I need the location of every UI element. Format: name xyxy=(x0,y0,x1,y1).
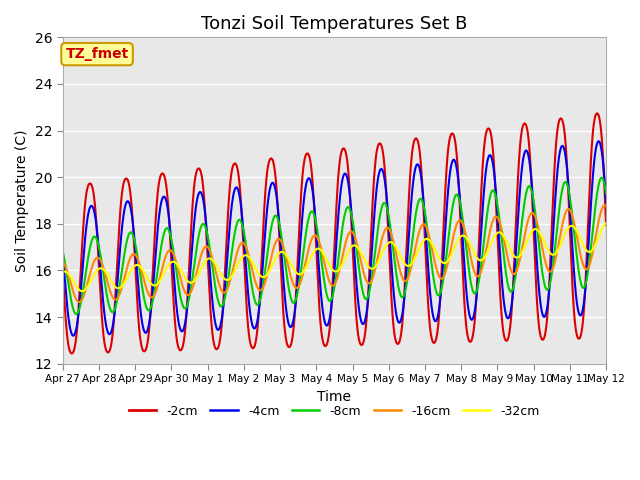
-32cm xyxy=(78,288,86,294)
-8cm xyxy=(602,191,610,196)
Y-axis label: Soil Temperature (C): Soil Temperature (C) xyxy=(15,129,29,272)
-2cm xyxy=(59,267,67,273)
Line: -32cm: -32cm xyxy=(63,223,606,291)
-2cm xyxy=(493,207,500,213)
-4cm xyxy=(70,333,77,338)
-2cm xyxy=(602,222,610,228)
-4cm xyxy=(602,199,610,205)
-8cm xyxy=(59,248,67,254)
-16cm xyxy=(59,259,67,265)
-2cm xyxy=(68,350,76,356)
-4cm xyxy=(211,316,218,322)
-4cm xyxy=(554,160,562,166)
-16cm xyxy=(76,299,83,305)
-8cm xyxy=(598,175,605,180)
-16cm xyxy=(493,214,500,219)
-2cm xyxy=(350,277,358,283)
-2cm xyxy=(211,343,218,348)
-2cm xyxy=(362,323,370,329)
-4cm xyxy=(493,195,500,201)
-8cm xyxy=(72,311,80,317)
-4cm xyxy=(595,138,602,144)
-8cm xyxy=(350,228,358,234)
-8cm xyxy=(493,196,500,202)
-4cm xyxy=(570,260,577,265)
-16cm xyxy=(362,277,370,283)
-16cm xyxy=(601,203,609,208)
-2cm xyxy=(593,110,601,116)
-32cm xyxy=(350,242,358,248)
-4cm xyxy=(59,252,67,257)
X-axis label: Time: Time xyxy=(317,390,351,404)
-16cm xyxy=(570,216,577,222)
Legend: -2cm, -4cm, -8cm, -16cm, -32cm: -2cm, -4cm, -8cm, -16cm, -32cm xyxy=(124,400,545,423)
-16cm xyxy=(211,264,218,269)
Line: -8cm: -8cm xyxy=(63,178,606,314)
-16cm xyxy=(350,232,358,238)
-32cm xyxy=(59,269,67,275)
-2cm xyxy=(554,122,562,128)
Line: -4cm: -4cm xyxy=(63,141,606,336)
-8cm xyxy=(570,222,577,228)
Line: -2cm: -2cm xyxy=(63,113,606,353)
-8cm xyxy=(554,215,562,221)
Line: -16cm: -16cm xyxy=(63,205,606,302)
-32cm xyxy=(602,220,610,226)
-16cm xyxy=(554,243,562,249)
-32cm xyxy=(362,260,370,265)
-2cm xyxy=(570,299,577,305)
-8cm xyxy=(211,278,218,284)
-32cm xyxy=(554,247,562,252)
-4cm xyxy=(362,313,370,319)
-32cm xyxy=(211,260,218,265)
-32cm xyxy=(570,224,577,229)
-8cm xyxy=(362,296,370,302)
-4cm xyxy=(350,248,358,253)
Text: TZ_fmet: TZ_fmet xyxy=(65,47,129,61)
Title: Tonzi Soil Temperatures Set B: Tonzi Soil Temperatures Set B xyxy=(201,15,468,33)
-32cm xyxy=(493,231,500,237)
-16cm xyxy=(602,204,610,209)
